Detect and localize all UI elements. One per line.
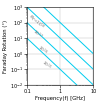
Y-axis label: Faraday Rotation (°): Faraday Rotation (°) [4,19,8,73]
Text: $10^{15}$: $10^{15}$ [39,58,53,72]
Text: $10^{17}$: $10^{17}$ [30,27,44,41]
X-axis label: Frequency(f) [GHz]: Frequency(f) [GHz] [35,96,85,101]
Text: $N_T\!=\!10^{18}$: $N_T\!=\!10^{18}$ [26,12,47,32]
Text: $10^{16}$: $10^{16}$ [35,43,49,57]
